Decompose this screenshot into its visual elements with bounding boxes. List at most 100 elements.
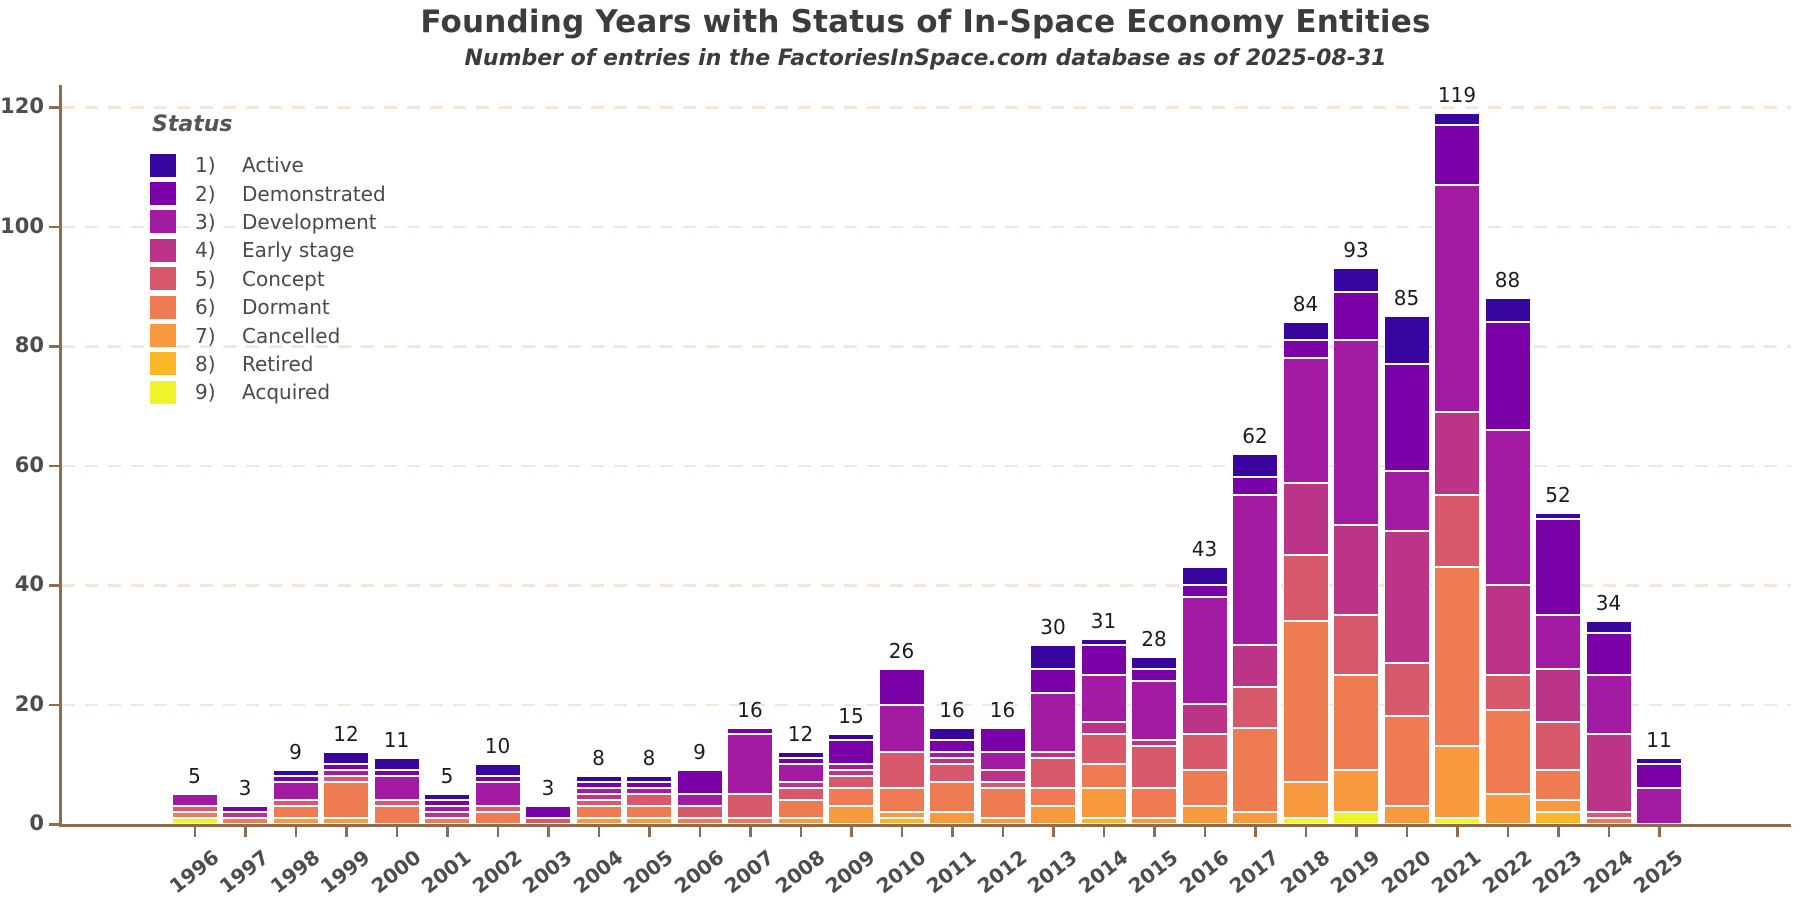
bar-2007 xyxy=(727,728,773,824)
x-axis-tick xyxy=(1405,826,1408,837)
x-tick-label-2023: 2023 xyxy=(1528,845,1587,899)
bar-segment xyxy=(373,800,420,807)
y-tick-label-80: 80 xyxy=(14,333,44,357)
gridline-80 xyxy=(62,345,1791,348)
bar-segment xyxy=(1181,596,1228,705)
legend-swatch-icon xyxy=(150,380,176,404)
bar-segment xyxy=(1131,740,1177,747)
bar-segment xyxy=(1080,788,1127,818)
bar-segment xyxy=(1232,477,1278,496)
y-axis-tick xyxy=(49,703,60,706)
bar-total-label-1999: 12 xyxy=(333,722,359,747)
x-axis-tick xyxy=(496,826,499,837)
bar-segment xyxy=(1181,567,1228,585)
bar-total-label-2021: 119 xyxy=(1437,82,1477,107)
bar-segment xyxy=(272,818,319,824)
bar-segment xyxy=(1333,525,1379,615)
bar-segment xyxy=(777,818,824,824)
bar-segment xyxy=(1383,716,1430,807)
bar-segment xyxy=(929,728,975,741)
bar-segment xyxy=(1383,531,1430,663)
x-axis-tick xyxy=(749,826,752,837)
y-axis-tick xyxy=(49,345,60,348)
legend-swatch-icon xyxy=(150,210,176,234)
bar-segment xyxy=(1535,668,1581,723)
x-tick-label-2001: 2001 xyxy=(417,845,476,899)
bar-segment xyxy=(1131,668,1177,681)
bar-segment xyxy=(929,782,975,813)
bar-segment xyxy=(878,704,925,753)
bar-segment xyxy=(1333,770,1379,813)
bar-segment xyxy=(1636,788,1682,824)
legend: Status 1) Active 2) Demonstrated 3) Developme… xyxy=(150,112,386,407)
bar-2023 xyxy=(1535,513,1581,824)
legend-swatch-icon xyxy=(150,238,176,262)
y-tick-label-60: 60 xyxy=(14,452,44,477)
legend-item-label: Acquired xyxy=(242,380,331,405)
legend-item-label: Dormant xyxy=(242,295,330,320)
x-axis-tick xyxy=(1304,826,1307,837)
bar-total-label-1996: 5 xyxy=(188,764,201,789)
x-tick-label-2020: 2020 xyxy=(1376,845,1436,899)
bar-2015 xyxy=(1131,656,1177,824)
bar-segment xyxy=(626,817,672,824)
bar-segment xyxy=(1232,495,1278,645)
bar-2000 xyxy=(373,758,420,824)
bar-2017 xyxy=(1232,453,1278,824)
y-tick-label-0: 0 xyxy=(29,811,44,835)
x-tick-label-1998: 1998 xyxy=(265,845,325,899)
legend-item-number: 6) xyxy=(195,295,216,320)
legend-swatch-icon xyxy=(150,295,176,319)
bar-segment xyxy=(272,782,319,801)
bar-segment xyxy=(373,770,420,777)
bar-segment xyxy=(1636,758,1682,765)
bar-segment xyxy=(828,764,874,771)
bar-segment xyxy=(878,788,925,813)
bar-segment xyxy=(1333,268,1379,293)
legend-item-label: Concept xyxy=(242,266,325,291)
bar-2012 xyxy=(979,728,1026,824)
bar-segment xyxy=(878,752,925,789)
bar-segment xyxy=(323,770,369,777)
bar-total-label-2004: 8 xyxy=(592,746,605,771)
bar-segment xyxy=(777,752,824,759)
bar-segment xyxy=(929,752,975,759)
bar-segment xyxy=(727,734,773,795)
legend-item-label: Retired xyxy=(242,351,314,376)
bar-segment xyxy=(979,770,1026,783)
bar-segment xyxy=(1333,614,1379,675)
x-axis-tick xyxy=(698,826,701,837)
y-axis-tick xyxy=(49,225,60,228)
bar-total-label-2016: 43 xyxy=(1191,537,1218,562)
legend-item: 3) Development xyxy=(150,208,386,236)
x-axis-tick xyxy=(395,826,398,837)
bar-segment xyxy=(1585,818,1632,824)
x-tick-label-2006: 2006 xyxy=(669,845,729,899)
bar-segment xyxy=(1181,806,1228,824)
bar-segment xyxy=(424,794,470,801)
x-tick-label-2024: 2024 xyxy=(1578,845,1638,899)
bar-segment xyxy=(626,794,672,807)
legend-rows: 1) Active 2) Demonstrated 3) Development 4) Ear… xyxy=(150,151,386,407)
bar-1998 xyxy=(272,770,319,824)
bar-segment xyxy=(1434,817,1480,824)
legend-item: 7) Cancelled xyxy=(150,321,386,349)
bar-segment xyxy=(1333,292,1379,341)
bar-segment xyxy=(424,806,470,813)
bar-2020 xyxy=(1383,316,1430,824)
bar-segment xyxy=(1585,620,1632,633)
bar-segment xyxy=(1030,758,1076,789)
gridline-60 xyxy=(62,464,1791,467)
bar-segment xyxy=(1181,770,1228,807)
bar-2016 xyxy=(1181,567,1228,824)
x-tick-label-2021: 2021 xyxy=(1427,845,1486,899)
legend-item-number: 1) xyxy=(195,153,216,178)
legend-item: 6) Dormant xyxy=(150,293,386,321)
x-tick-label-2017: 2017 xyxy=(1225,845,1284,899)
bar-segment xyxy=(1080,734,1127,765)
bar-total-label-2015: 28 xyxy=(1141,626,1167,651)
bar-total-label-1997: 3 xyxy=(238,776,252,801)
x-axis-tick xyxy=(547,826,550,837)
bar-segment xyxy=(1232,644,1278,687)
bar-segment xyxy=(1131,656,1177,669)
